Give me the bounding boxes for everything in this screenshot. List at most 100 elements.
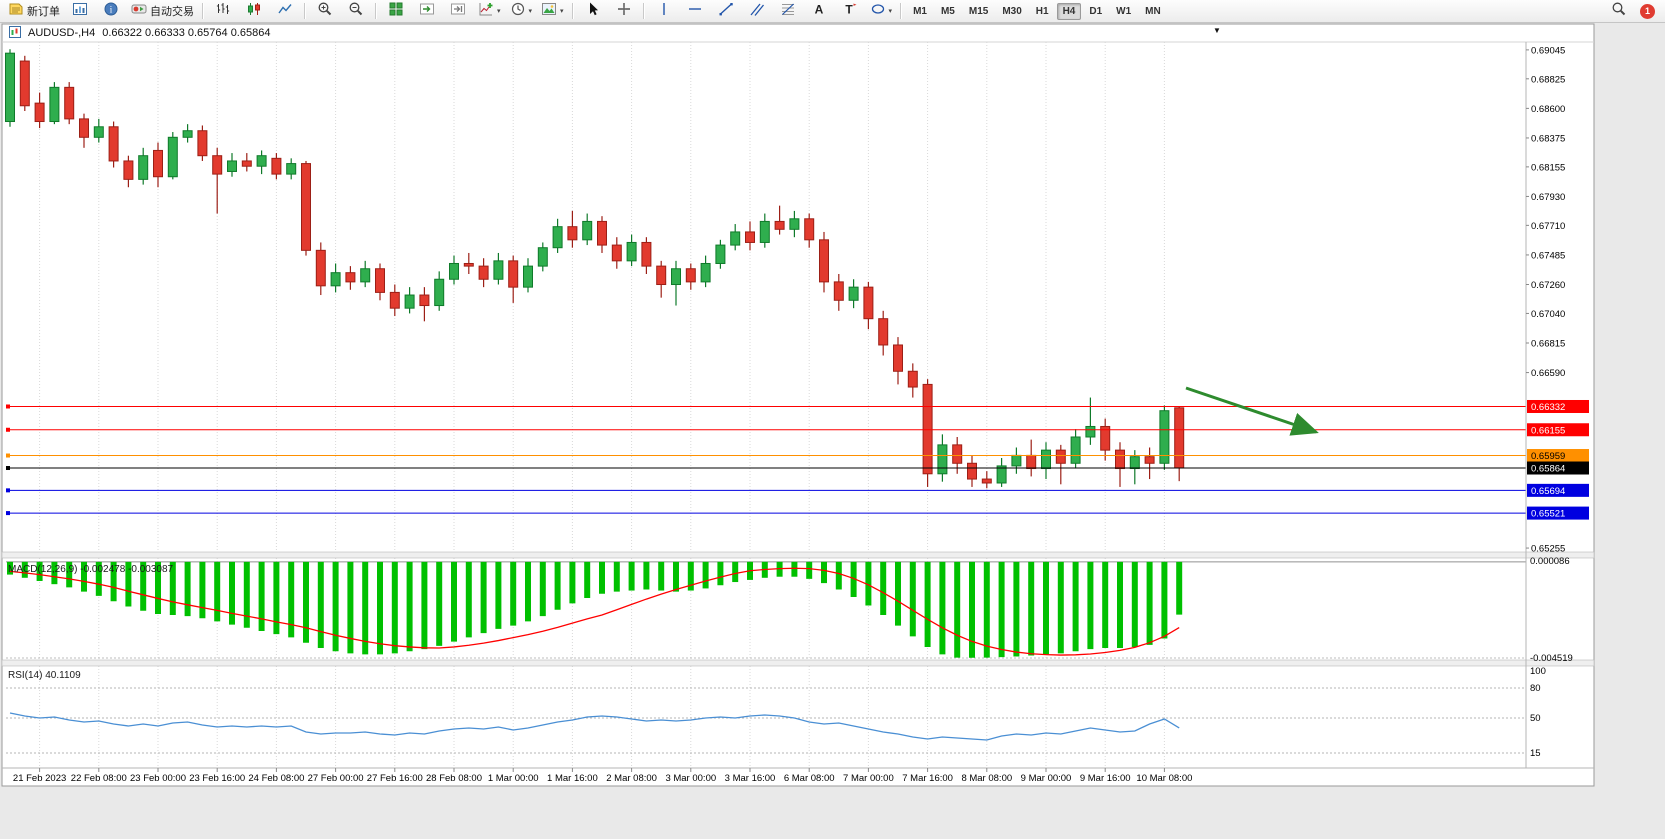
bars-chart-button[interactable] [208,0,238,22]
indicators-button[interactable]: ▾ [474,0,505,22]
svg-text:-0.004519: -0.004519 [1530,653,1573,664]
chart-shift-button[interactable] [443,0,473,22]
svg-text:7 Mar 16:00: 7 Mar 16:00 [902,773,953,784]
fibonacci-button[interactable] [773,0,803,22]
toolbar-separator [202,3,204,19]
svg-text:50: 50 [1530,713,1541,724]
line-chart-button[interactable] [270,0,300,22]
periods-button[interactable]: ▾ [506,0,537,22]
timeframe-button-W1[interactable]: W1 [1116,5,1132,17]
indicators-icon [478,1,494,22]
candlestick-chart-icon [246,1,262,22]
label-button[interactable]: T [835,0,865,22]
time-axis[interactable]: 21 Feb 2023 22 Feb 08:00 23 Feb 00:00 23 Fe… [2,767,1594,784]
timeframe-button-M1[interactable]: M1 [913,5,927,17]
price-axis[interactable]: 0.69045 0.68825 0.68600 0.68375 0.68155 0.679… [1525,42,1565,768]
chart-ohlc: 0.66322 0.66333 0.65764 0.65864 [102,27,271,39]
svg-text:3 Mar 00:00: 3 Mar 00:00 [665,773,716,784]
svg-text:0.67485: 0.67485 [1531,250,1565,261]
svg-text:22 Feb 08:00: 22 Feb 08:00 [71,773,127,784]
horizontal-line-button[interactable] [680,0,710,22]
svg-text:9 Mar 00:00: 9 Mar 00:00 [1021,773,1072,784]
market-watch-icon [72,1,88,22]
vertical-line-icon [656,1,672,22]
text-button[interactable]: A [804,0,834,22]
chevron-down-icon: ▾ [528,7,533,15]
svg-text:21 Feb 2023: 21 Feb 2023 [13,773,66,784]
auto-scroll-button[interactable] [412,0,442,22]
timeframe-button-MN[interactable]: MN [1145,5,1161,17]
trend-arrow-annotation[interactable] [1185,386,1319,436]
hline-0.65521[interactable]: 0.65521 [6,506,1589,520]
svg-text:23 Feb 16:00: 23 Feb 16:00 [189,773,245,784]
vertical-line-button[interactable] [649,0,679,22]
svg-text:0.000086: 0.000086 [1530,556,1570,567]
autotrading-button[interactable]: 自动交易 [127,0,198,22]
timeframe-button-M5[interactable]: M5 [940,5,955,17]
autotrading-icon [131,1,147,22]
candlestick-chart-button[interactable] [239,0,269,22]
zoom-out-button[interactable] [341,0,371,22]
tile-windows-button[interactable] [381,0,411,22]
zoom-in-icon [317,1,333,22]
search-button[interactable] [1604,0,1634,22]
shapes-icon [870,1,886,22]
data-window-button[interactable]: i [96,0,126,22]
toolbar-separator [642,3,645,19]
zoom-out-icon [348,1,364,22]
tile-windows-icon [388,1,404,22]
cursor-button[interactable] [578,0,608,22]
zoom-in-button[interactable] [310,0,340,22]
svg-text:0.66155: 0.66155 [1531,425,1565,436]
svg-text:0.68600: 0.68600 [1531,104,1565,115]
shapes-button[interactable]: ▾ [866,0,897,22]
svg-text:9 Mar 16:00: 9 Mar 16:00 [1080,773,1131,784]
svg-text:0.67930: 0.67930 [1531,192,1565,203]
title-bar-dropdown-icon[interactable]: ▼ [1213,26,1221,35]
svg-text:24 Feb 08:00: 24 Feb 08:00 [248,773,304,784]
trendline-button[interactable] [711,0,741,22]
timeframe-group: M1 M5 M15 M30 H1 H4 D1 W1 MN [906,2,1168,20]
hline-0.65694[interactable]: 0.65694 [6,483,1589,497]
main-toolbar: 新订单 i 自动交易 ▾ ▾ ▾ [0,0,1665,23]
svg-text:A: A [814,2,823,16]
svg-text:0.66332: 0.66332 [1531,402,1565,413]
toolbar-separator [900,3,903,19]
svg-text:0.67710: 0.67710 [1531,221,1565,232]
svg-text:0.68825: 0.68825 [1531,74,1565,85]
crosshair-button[interactable] [609,0,639,22]
chart-symbol: AUDUSD-,H4 [28,27,96,39]
svg-text:0.65959: 0.65959 [1531,451,1565,462]
macd-label: MACD(12,26,9) -0.002478 -0.003087 [8,564,174,575]
svg-text:0.67260: 0.67260 [1531,280,1565,291]
timeframe-button-M30[interactable]: M30 [1002,5,1022,17]
auto-scroll-icon [419,1,435,22]
svg-text:15: 15 [1530,748,1541,759]
svg-text:0.65864: 0.65864 [1531,464,1565,475]
rsi-label: RSI(14) 40.1109 [8,670,81,681]
templates-button[interactable]: ▾ [537,0,568,22]
hline-0.65864[interactable]: 0.65864 [6,461,1589,475]
chart-window-icon [9,25,21,41]
notification-badge[interactable]: 1 [1640,3,1655,19]
timeframe-button-M15[interactable]: M15 [968,5,989,17]
toolbar-separator [304,3,306,19]
text-icon: A [811,1,827,22]
trendline-icon [718,1,734,22]
hline-0.66155[interactable]: 0.66155 [6,423,1589,437]
hline-0.66332[interactable]: 0.66332 [6,399,1589,413]
hline-0.65959[interactable]: 0.65959 [6,449,1589,463]
svg-text:80: 80 [1530,683,1541,694]
svg-text:100: 100 [1530,666,1546,677]
timeframe-button-H1[interactable]: H1 [1035,5,1049,17]
toolbar-separator [375,3,377,19]
market-watch-button[interactable] [65,0,95,22]
timeframe-button-D1[interactable]: D1 [1089,5,1103,17]
svg-text:1 Mar 16:00: 1 Mar 16:00 [547,773,598,784]
svg-text:0.66590: 0.66590 [1531,368,1565,379]
channel-button[interactable] [742,0,772,22]
timeframe-button-H4[interactable]: H4 [1056,2,1082,20]
autotrading-label: 自动交易 [150,6,194,18]
new-order-button[interactable]: 新订单 [4,0,64,22]
